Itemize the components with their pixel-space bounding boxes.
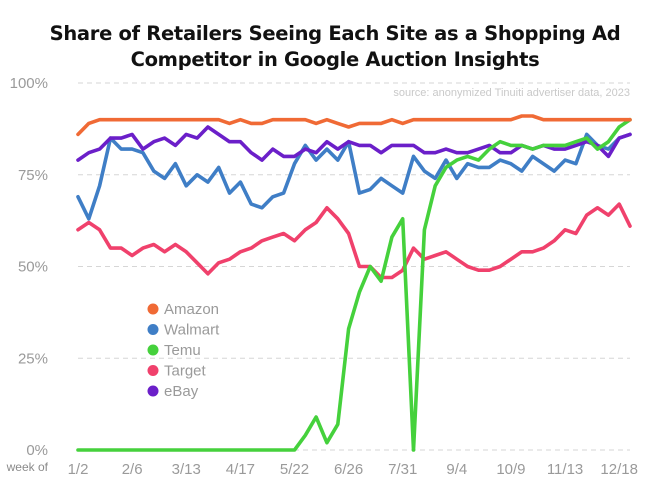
source-note: source: anonymized Tinuiti advertiser da… [393,87,630,99]
x-axis-caption: week of [6,460,49,474]
y-tick-label: 25% [18,350,48,367]
x-tick-label: 7/31 [388,461,417,478]
y-tick-label: 50% [18,259,48,276]
y-axis-ticks: 0% 25% 50% 75% 100% [10,75,48,459]
x-tick-label: 6/26 [334,461,363,478]
series-line-target [76,202,632,280]
chart-title-line-2: Competitor in Google Auction Insights [131,48,540,71]
legend-marker-target [147,365,159,376]
x-tick-label: 10/9 [496,461,525,478]
x-tick-label: 4/17 [226,461,255,478]
legend-marker-walmart [147,324,159,335]
legend-label-ebay: eBay [164,383,199,400]
legend-marker-temu [147,344,159,356]
legend-marker-amazon [147,303,159,315]
series-line-amazon [76,114,632,137]
legend-label-amazon: Amazon [164,301,219,318]
chart-title-line-1: Share of Retailers Seeing Each Site as a… [50,22,621,45]
x-axis-ticks: 1/2 2/6 3/13 4/17 5/22 6/26 7/31 9/4 10/9 11/13 12… [68,461,638,478]
y-tick-label: 75% [18,167,48,184]
legend: Amazon Walmart Temu Target eBay [147,301,220,400]
y-tick-label: 0% [26,442,48,459]
x-tick-label: 1/2 [68,461,89,478]
legend-marker-ebay [147,385,159,397]
x-tick-label: 11/13 [547,461,583,478]
series-line-temu [76,117,632,452]
y-tick-label: 100% [10,75,48,92]
legend-label-walmart: Walmart [164,322,220,339]
series-line-ebay [76,125,632,162]
series-lines [76,114,632,452]
x-tick-label: 2/6 [122,461,143,478]
x-tick-label: 9/4 [446,461,467,478]
series-line-walmart [76,132,632,221]
x-tick-label: 12/18 [600,461,638,478]
legend-label-temu: Temu [164,342,201,359]
legend-label-target: Target [164,363,207,380]
x-tick-label: 3/13 [172,461,201,478]
x-tick-label: 5/22 [280,461,309,478]
